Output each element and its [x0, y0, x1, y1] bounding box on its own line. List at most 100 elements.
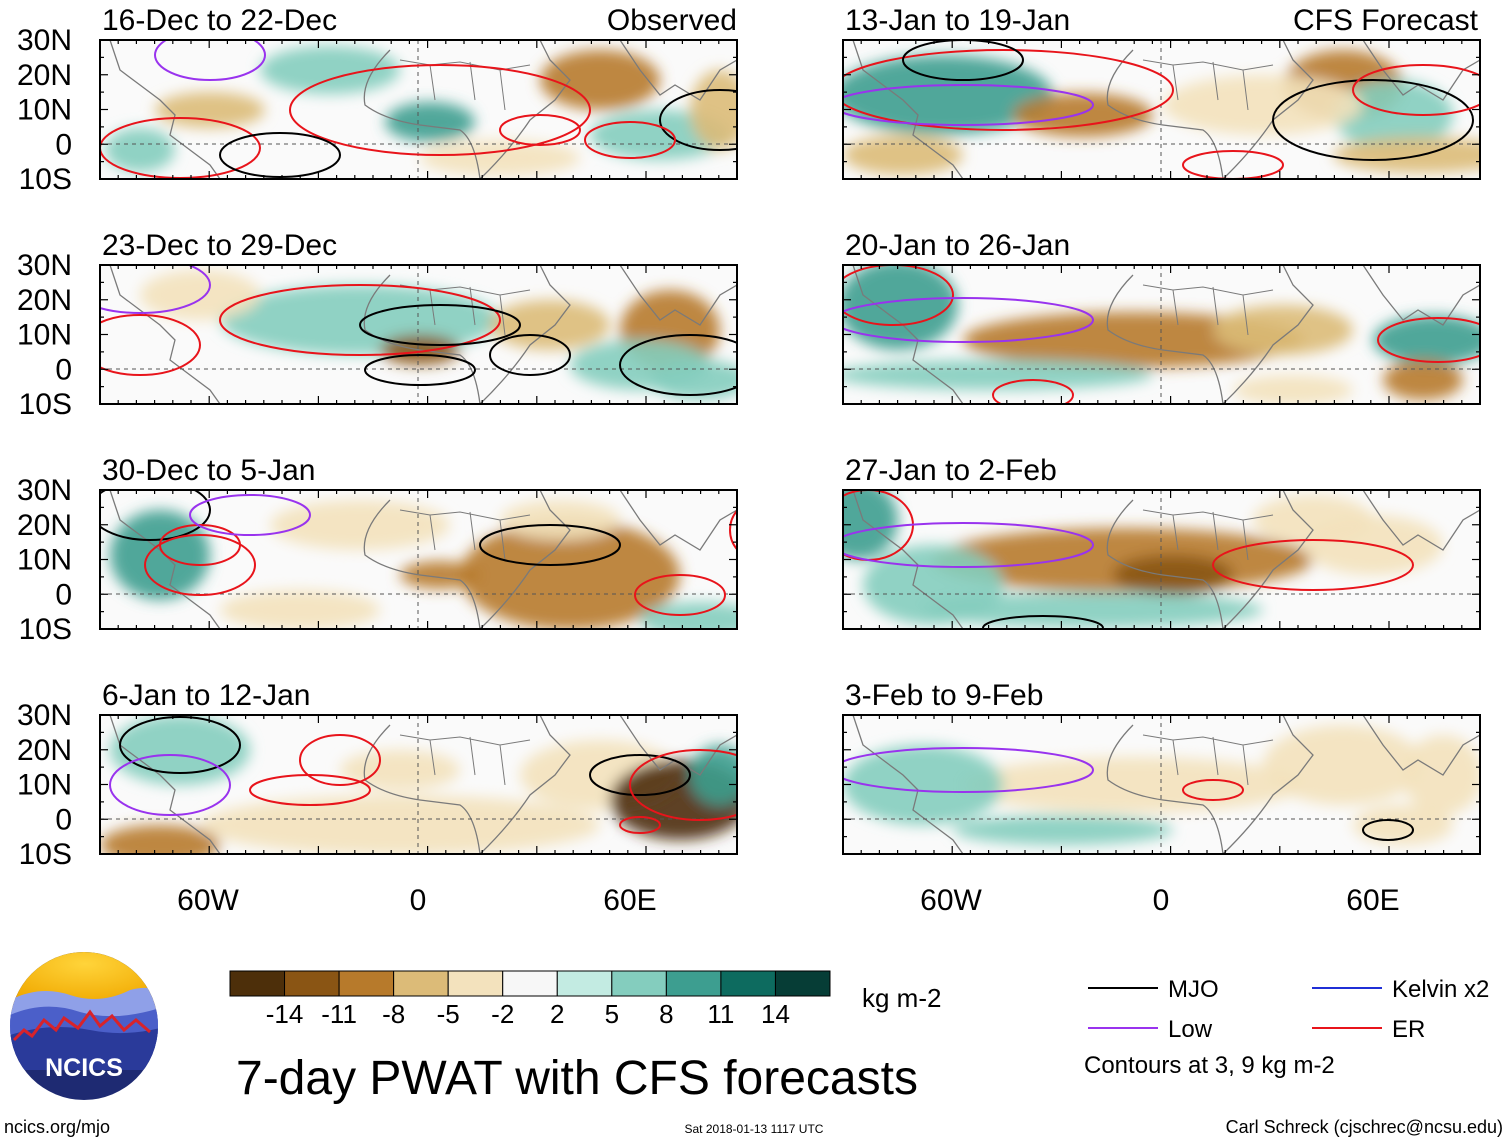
footer-timestamp: Sat 2018-01-13 1117 UTC [685, 1122, 824, 1136]
anomaly-area [953, 815, 1173, 845]
contour-mjo [219, 132, 341, 178]
anomaly-area [155, 92, 265, 128]
contour-mjo [489, 334, 571, 376]
country-borders [1142, 284, 1274, 336]
country-borders [1142, 734, 1274, 786]
contour-er [619, 816, 661, 834]
anomaly-area [1383, 360, 1463, 400]
lat-tick-label: 10S [19, 838, 72, 871]
anomaly-area [963, 757, 1303, 813]
anomaly-area [843, 265, 958, 350]
map-panel: 13-Jan to 19-Jan [842, 4, 1481, 180]
lat-tick-label: 10S [19, 613, 72, 646]
contours-note: Contours at 3, 9 kg m-2 [1084, 1052, 1335, 1079]
lat-tick-label: 0 [55, 353, 72, 386]
anomaly-area [1353, 805, 1453, 845]
contour-mjo [119, 716, 241, 774]
colorbar-label: -11 [321, 999, 357, 1029]
lat-tick-label: 0 [55, 803, 72, 836]
coastline [1362, 265, 1480, 326]
lat-tick-label: 0 [55, 578, 72, 611]
coastline [1106, 49, 1224, 179]
contour-er [289, 64, 591, 156]
lat-tick-label: 10N [17, 94, 72, 127]
legend-label: ER [1392, 1016, 1425, 1043]
panel-title: 23-Dec to 29-Dec [102, 229, 337, 262]
coastline [852, 40, 964, 179]
colorbar-swatch [284, 970, 340, 997]
contour-low [154, 40, 266, 81]
panel-title: 27-Jan to 2-Feb [845, 454, 1057, 487]
panel-title: 20-Jan to 26-Jan [845, 229, 1070, 262]
coastline [363, 724, 481, 854]
colorbar-swatch [447, 970, 504, 997]
anomaly-area [1373, 315, 1480, 365]
colorbar-label: 11 [707, 999, 734, 1029]
colorbar-swatch [665, 970, 722, 997]
lon-tick-label: 60E [1346, 884, 1399, 917]
anomaly-area [1163, 75, 1363, 135]
colorbar-swatch [393, 970, 449, 997]
contour-mjo [359, 304, 521, 346]
anomaly-area [1333, 137, 1480, 173]
anomaly-area [843, 135, 963, 175]
lat-tick-label: 20N [17, 59, 72, 92]
coastline [1106, 724, 1224, 854]
contour-mjo [619, 334, 737, 396]
legend-label: Kelvin x2 [1392, 976, 1489, 1003]
anomaly-area [1013, 93, 1153, 137]
anomaly-area [1253, 495, 1373, 545]
contour-mjo [659, 89, 737, 151]
contour-er [843, 49, 1174, 131]
colorbar-label: -5 [437, 999, 460, 1029]
lat-tick-label: 10N [17, 769, 72, 802]
coastline [619, 265, 737, 326]
contour-er [299, 734, 381, 786]
anomaly-area [1213, 305, 1353, 355]
coastline [479, 265, 571, 404]
colorbar-swatch [556, 970, 613, 997]
colorbar-swatch [720, 970, 776, 997]
country-borders [1142, 59, 1274, 111]
main-title: 7-day PWAT with CFS forecasts [236, 1052, 918, 1105]
lat-tick-label: 10S [19, 388, 72, 421]
contour-mjo [902, 40, 1024, 81]
coastline [109, 265, 221, 404]
contour-er [843, 265, 954, 326]
contour-mjo [364, 354, 476, 386]
coastline [363, 49, 481, 179]
contour-er [629, 749, 737, 821]
coastline [1106, 499, 1224, 629]
contour-low [843, 522, 1094, 568]
contour-low [109, 754, 231, 816]
footer-credit: Carl Schreck (cjschrec@ncsu.edu) [1226, 1117, 1503, 1137]
legend: MJO Low Kelvin x2 ER [1088, 976, 1489, 1043]
anomaly-area [460, 520, 680, 629]
contour-er [1377, 317, 1480, 363]
lat-tick-label: 20N [17, 509, 72, 542]
contour-er [584, 121, 676, 159]
legend-label: Low [1168, 1016, 1213, 1043]
lon-tick-label: 60W [177, 884, 239, 917]
coastline [1106, 274, 1224, 404]
colorbar-label: -14 [266, 999, 304, 1029]
anomaly-area [220, 590, 380, 629]
map-panel: 20-Jan to 26-Jan [842, 229, 1481, 405]
contour-low [189, 494, 311, 536]
panel-title: 6-Jan to 12-Jan [102, 679, 310, 712]
anomaly-area [1333, 80, 1453, 150]
coastline [363, 499, 481, 629]
anomaly-area [923, 592, 1263, 628]
colorbar-label: 2 [550, 999, 564, 1029]
anomaly-area [200, 795, 600, 854]
coastline [479, 490, 571, 629]
panel-title: 30-Dec to 5-Jan [102, 454, 315, 487]
coastline [619, 490, 737, 551]
logo-text: NCICS [45, 1054, 123, 1082]
country-borders [399, 59, 531, 111]
anomaly-area [100, 825, 220, 854]
colorbar: -14 -11 -8 -5 -2 2 5 8 11 14 [229, 970, 831, 1029]
lat-tick-label: 10N [17, 544, 72, 577]
